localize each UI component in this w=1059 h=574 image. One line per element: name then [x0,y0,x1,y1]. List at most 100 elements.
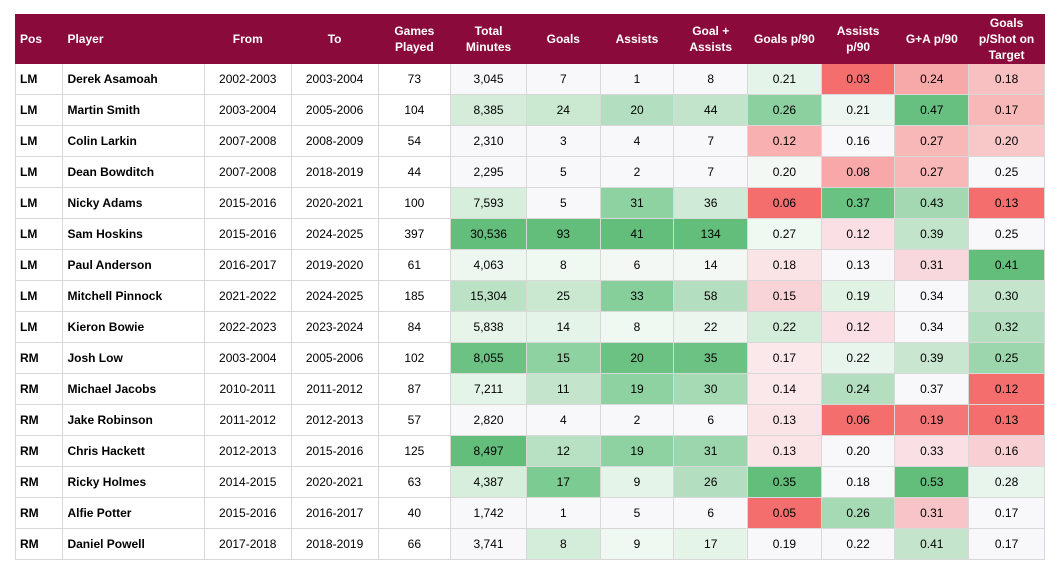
cell-total-minutes: 2,820 [450,404,527,436]
table-row: LM Derek Asamoah 2002-2003 2003-2004 73 3,045… [14,63,1045,95]
cell-assists: 19 [599,373,675,405]
table-row: RM Jake Robinson 2011-2012 2012-2013 57 2,820… [14,404,1045,436]
cell-goals-per-90: 0.13 [747,435,822,467]
cell-assists-per-90: 0.12 [820,218,896,250]
table-row: LM Sam Hoskins 2015-2016 2024-2025 397 30,536… [14,218,1045,250]
cell-goals-per-90: 0.18 [747,249,822,281]
cell-player: Derek Asamoah [62,63,205,95]
cell-ga-per-90: 0.43 [894,187,970,219]
cell-goals-per-shot-on-target: 0.16 [968,435,1045,467]
cell-goals: 25 [525,280,601,312]
cell-games-played: 104 [377,94,452,126]
table-row: LM Dean Bowditch 2007-2008 2018-2019 44 2,295… [14,156,1045,188]
header-goals-plus-assists: Goal + Assists [673,14,749,64]
cell-games-played: 66 [377,528,452,560]
cell-goals: 24 [525,94,601,126]
cell-goals-per-shot-on-target: 0.41 [968,249,1045,281]
cell-assists-per-90: 0.26 [820,497,896,529]
table-row: RM Ricky Holmes 2014-2015 2020-2021 63 4,387 1… [14,466,1045,498]
cell-assists-per-90: 0.13 [820,249,896,281]
cell-goals-per-90: 0.21 [747,63,822,95]
cell-from: 2014-2015 [203,466,292,498]
cell-assists: 9 [599,528,675,560]
cell-games-played: 40 [377,497,452,529]
cell-goals: 11 [525,373,601,405]
cell-goals-per-shot-on-target: 0.20 [968,125,1045,157]
cell-goals-plus-assists: 22 [673,311,749,343]
cell-games-played: 44 [377,156,452,188]
cell-goals-plus-assists: 36 [673,187,749,219]
cell-games-played: 397 [377,218,452,250]
cell-assists: 4 [599,125,675,157]
cell-goals: 17 [525,466,601,498]
cell-from: 2022-2023 [203,311,292,343]
cell-ga-per-90: 0.34 [894,280,970,312]
cell-to: 2008-2009 [290,125,379,157]
table-row: LM Paul Anderson 2016-2017 2019-2020 61 4,063… [14,249,1045,281]
cell-player: Nicky Adams [62,187,205,219]
cell-goals-per-shot-on-target: 0.13 [968,404,1045,436]
cell-pos: RM [14,528,64,560]
header-row: Pos Player From To Games Played Total Minutes… [14,14,1045,64]
cell-pos: RM [14,404,64,436]
cell-ga-per-90: 0.47 [894,94,970,126]
cell-assists: 9 [599,466,675,498]
cell-goals-per-shot-on-target: 0.25 [968,156,1045,188]
cell-games-played: 84 [377,311,452,343]
table-row: LM Martin Smith 2003-2004 2005-2006 104 8,385… [14,94,1045,126]
cell-goals-per-shot-on-target: 0.17 [968,528,1045,560]
header-assists-per-90: Assists p/90 [820,14,896,64]
cell-pos: LM [14,63,64,95]
cell-assists: 19 [599,435,675,467]
cell-assists: 5 [599,497,675,529]
cell-games-played: 185 [377,280,452,312]
cell-assists-per-90: 0.19 [820,280,896,312]
header-from: From [203,14,292,64]
cell-total-minutes: 3,045 [450,63,527,95]
cell-to: 2020-2021 [290,466,379,498]
cell-pos: RM [14,435,64,467]
header-goals: Goals [525,14,601,64]
cell-goals-per-90: 0.06 [747,187,822,219]
cell-goals-per-shot-on-target: 0.30 [968,280,1045,312]
cell-games-played: 87 [377,373,452,405]
cell-goals-per-shot-on-target: 0.32 [968,311,1045,343]
cell-player: Jake Robinson [62,404,205,436]
table-body: LM Derek Asamoah 2002-2003 2003-2004 73 3,045… [14,63,1045,560]
cell-goals: 8 [525,528,601,560]
table-row: RM Chris Hackett 2012-2013 2015-2016 125 8,49… [14,435,1045,467]
cell-from: 2015-2016 [203,497,292,529]
cell-from: 2021-2022 [203,280,292,312]
cell-player: Daniel Powell [62,528,205,560]
cell-goals-per-shot-on-target: 0.17 [968,94,1045,126]
cell-to: 2016-2017 [290,497,379,529]
cell-player: Paul Anderson [62,249,205,281]
cell-goals-plus-assists: 26 [673,466,749,498]
table-row: RM Daniel Powell 2017-2018 2018-2019 66 3,741… [14,528,1045,560]
cell-goals: 15 [525,342,601,374]
cell-assists-per-90: 0.18 [820,466,896,498]
cell-ga-per-90: 0.31 [894,497,970,529]
cell-from: 2002-2003 [203,63,292,95]
cell-ga-per-90: 0.33 [894,435,970,467]
cell-pos: LM [14,187,64,219]
cell-pos: LM [14,125,64,157]
cell-goals: 1 [525,497,601,529]
cell-goals: 93 [525,218,601,250]
cell-goals-plus-assists: 35 [673,342,749,374]
cell-pos: RM [14,497,64,529]
cell-assists-per-90: 0.08 [820,156,896,188]
cell-goals-plus-assists: 17 [673,528,749,560]
cell-goals-per-90: 0.13 [747,404,822,436]
cell-ga-per-90: 0.27 [894,156,970,188]
cell-goals: 4 [525,404,601,436]
header-games-played: Games Played [377,14,452,64]
cell-ga-per-90: 0.53 [894,466,970,498]
header-goals-per-shot-on-target: Goals p/Shot on Target [968,14,1045,64]
cell-player: Sam Hoskins [62,218,205,250]
cell-to: 2005-2006 [290,94,379,126]
cell-goals-plus-assists: 14 [673,249,749,281]
cell-assists: 2 [599,404,675,436]
cell-player: Josh Low [62,342,205,374]
cell-from: 2007-2008 [203,156,292,188]
